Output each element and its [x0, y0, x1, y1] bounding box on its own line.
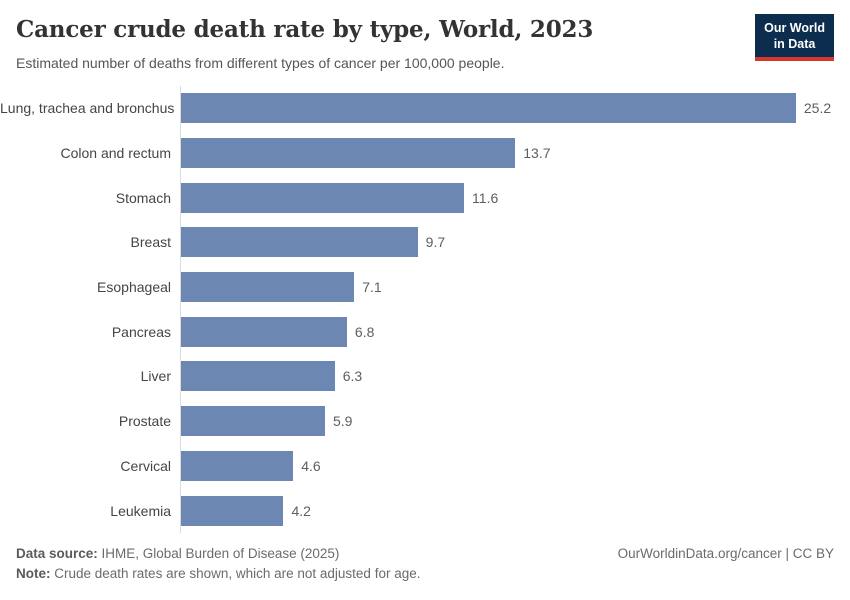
value-label: 5.9	[332, 413, 353, 430]
bar-row: Leukemia 4.2	[0, 488, 850, 533]
note-value: Crude death rates are shown, which are n…	[50, 566, 421, 581]
bar[interactable]	[181, 495, 284, 526]
note-label: Note:	[16, 566, 51, 581]
bar-cell: 4.6	[180, 443, 850, 489]
bar[interactable]	[181, 227, 418, 258]
chart-footer: Data source: IHME, Global Burden of Dise…	[16, 544, 834, 584]
category-label: Breast	[130, 234, 171, 251]
bar[interactable]	[181, 406, 325, 437]
owid-logo-line1: Our World	[764, 21, 825, 35]
bar[interactable]	[181, 361, 335, 392]
value-label: 11.6	[472, 189, 499, 206]
value-label: 4.2	[291, 502, 311, 519]
bar[interactable]	[181, 450, 294, 481]
value-label: 6.3	[342, 368, 363, 385]
note-text: Note: Crude death rates are shown, which…	[16, 564, 834, 584]
bar-cell: 13.7	[180, 130, 850, 176]
bar-row: Breast 9.7	[0, 220, 850, 265]
value-label: 7.1	[362, 279, 382, 296]
bar-row: Liver 6.3	[0, 354, 850, 399]
bar-row: Prostate 5.9	[0, 398, 850, 444]
data-source-value: IHME, Global Burden of Disease (2025)	[97, 546, 340, 561]
bar-cell: 5.9	[180, 398, 850, 444]
value-label: 13.7	[523, 145, 551, 162]
value-label: 25.2	[803, 100, 832, 117]
data-source-label: Data source:	[16, 546, 98, 561]
bar-cell: 7.1	[180, 264, 850, 310]
bar-cell: 6.3	[180, 354, 850, 399]
page-title: Cancer crude death rate by type, World, …	[16, 16, 594, 43]
category-label: Lung, trachea and bronchus	[0, 100, 175, 117]
category-label: Leukemia	[110, 502, 171, 519]
bar-row: Cervical 4.6	[0, 443, 850, 489]
owid-link[interactable]: OurWorldinData.org/cancer | CC BY	[617, 546, 834, 561]
category-label: Stomach	[115, 189, 171, 206]
value-label: 4.6	[301, 457, 321, 474]
data-source-text: Data source: IHME, Global Burden of Dise…	[16, 544, 339, 564]
category-label: Esophageal	[97, 279, 171, 296]
bar-cell: 4.2	[180, 488, 850, 533]
category-label: Colon and rectum	[60, 145, 171, 162]
bar[interactable]	[181, 93, 796, 124]
bar[interactable]	[181, 316, 347, 347]
value-label: 6.8	[354, 323, 375, 340]
category-label: Liver	[140, 368, 171, 385]
bar-row: Lung, trachea and bronchus 25.2	[0, 86, 850, 131]
bar[interactable]	[181, 272, 355, 303]
value-label: 9.7	[425, 234, 446, 251]
category-label: Prostate	[118, 413, 171, 430]
bar-cell: 9.7	[180, 220, 850, 265]
bar-chart: Lung, trachea and bronchus 25.2 Colon and …	[0, 86, 850, 533]
page-subtitle: Estimated number of deaths from differen…	[16, 55, 505, 71]
bar-row: Colon and rectum 13.7	[0, 130, 850, 176]
bar[interactable]	[181, 138, 516, 169]
category-label: Cervical	[120, 457, 171, 474]
bar-row: Esophageal 7.1	[0, 264, 850, 310]
bar-cell: 25.2	[180, 86, 850, 131]
owid-logo-line2: in Data	[773, 37, 816, 51]
owid-logo[interactable]: Our World in Data	[755, 14, 834, 61]
bar-cell: 11.6	[180, 175, 850, 221]
bar-row: Stomach 11.6	[0, 175, 850, 221]
category-label: Pancreas	[111, 323, 171, 340]
bar-row: Pancreas 6.8	[0, 309, 850, 355]
bar[interactable]	[181, 182, 465, 213]
bar-cell: 6.8	[180, 309, 850, 355]
